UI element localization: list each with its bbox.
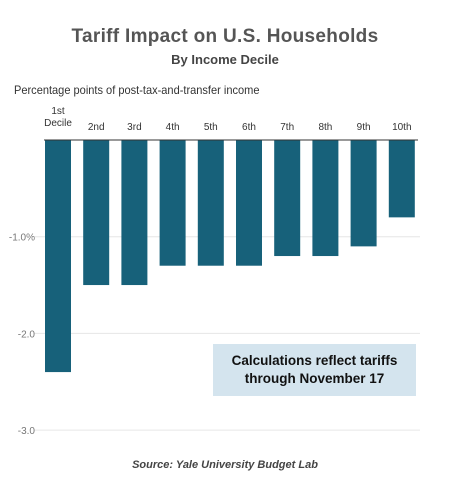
chart-subtitle: By Income Decile (171, 52, 279, 67)
bar (350, 140, 377, 247)
source-note: Source: Yale University Budget Lab (132, 459, 318, 471)
x-tick-label: 5th (204, 122, 218, 133)
bar (197, 140, 224, 266)
x-tick-label: 1st Decile (44, 106, 72, 129)
bar-chart: -1.0% -2.0 -3.0 1st Decile 2nd 3rd 4th 5th 6th 7th… (9, 106, 420, 437)
bar (274, 140, 301, 257)
x-tick-label: 8th (318, 122, 332, 133)
bar (236, 140, 262, 266)
bar (388, 140, 415, 218)
x-tick-label: 7th (280, 122, 294, 133)
bar (159, 140, 186, 266)
y-tick-label: -2.0 (18, 329, 36, 340)
x-tick-label: 10th (392, 122, 411, 133)
x-tick-label: 2nd (88, 122, 105, 133)
y-tick-label: -3.0 (18, 426, 36, 437)
bar (83, 140, 110, 286)
chart-title: Tariff Impact on U.S. Households (71, 26, 379, 47)
y-tick-label: -1.0% (9, 233, 35, 244)
y-axis-label: Percentage points of post-tax-and-transf… (14, 83, 260, 97)
bar (121, 140, 148, 286)
note-line-1: Calculations reflect tariffs (231, 353, 398, 368)
bar (312, 140, 339, 257)
note-line-2: through November 17 (244, 371, 385, 386)
x-tick-label: 6th (242, 122, 256, 133)
note-box: Calculations reflect tariffs through Nov… (213, 344, 416, 396)
bar (45, 140, 71, 373)
x-tick-label: 9th (357, 122, 371, 133)
x-tick-label: 3rd (127, 122, 141, 133)
x-tick-label: 4th (166, 122, 180, 133)
